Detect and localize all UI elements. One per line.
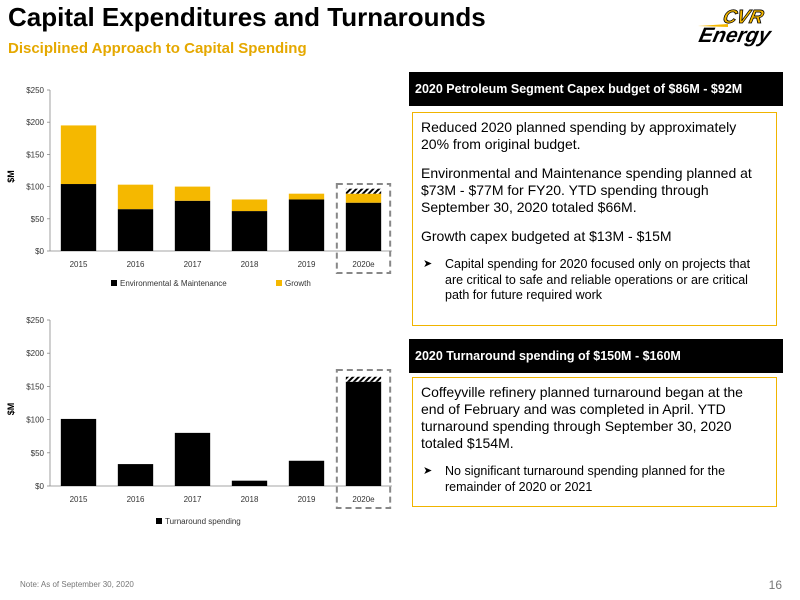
page-number: 16 xyxy=(768,578,782,592)
x-tick-label: 2015 xyxy=(70,495,88,504)
x-tick-label: 2019 xyxy=(298,260,316,269)
y-axis-label: $M xyxy=(6,170,16,183)
capex-bullet-text: Capital spending for 2020 focused only o… xyxy=(445,257,751,302)
y-tick-label: $200 xyxy=(26,118,44,127)
y-tick-label: $50 xyxy=(31,215,45,224)
capex-panel: Reduced 2020 planned spending by approxi… xyxy=(412,112,777,326)
turnaround-bullet: ➤ No significant turnaround spending pla… xyxy=(421,464,768,495)
legend-swatch xyxy=(111,280,117,286)
bar-environmental-maintenance xyxy=(345,202,382,251)
y-axis-label: $M xyxy=(6,403,16,416)
capex-bullet: ➤ Capital spending for 2020 focused only… xyxy=(421,257,768,304)
svg-text:CVR: CVR xyxy=(721,7,766,28)
footnote: Note: As of September 30, 2020 xyxy=(20,580,134,589)
y-tick-label: $100 xyxy=(26,416,44,425)
turnaround-panel-header: 2020 Turnaround spending of $150M - $160… xyxy=(409,339,783,373)
turnaround-bullet-text: No significant turnaround spending plann… xyxy=(445,464,726,494)
x-tick-label: 2020e xyxy=(352,260,375,269)
bar-turnaround xyxy=(60,418,97,486)
capex-paragraph: Growth capex budgeted at $13M - $15M xyxy=(421,228,672,244)
bar-range-hatch xyxy=(345,376,382,382)
y-tick-label: $250 xyxy=(26,86,44,95)
bar-turnaround xyxy=(345,381,382,486)
legend-swatch xyxy=(156,518,162,524)
bar-turnaround xyxy=(231,480,268,486)
page-subtitle: Disciplined Approach to Capital Spending xyxy=(8,40,307,57)
arrow-bullet-icon: ➤ xyxy=(423,465,433,477)
y-tick-label: $150 xyxy=(26,382,44,391)
bar-growth xyxy=(345,193,382,203)
x-tick-label: 2017 xyxy=(184,260,202,269)
y-tick-label: $50 xyxy=(31,449,45,458)
highlight-box xyxy=(335,183,392,274)
bar-environmental-maintenance xyxy=(288,199,325,251)
y-tick-label: $150 xyxy=(26,150,44,159)
bar-growth xyxy=(288,193,325,200)
legend-swatch xyxy=(276,280,282,286)
bar-environmental-maintenance xyxy=(231,211,268,251)
bar-environmental-maintenance xyxy=(174,200,211,251)
x-tick-label: 2019 xyxy=(298,495,316,504)
turnaround-paragraph: Coffeyville refinery planned turnaround … xyxy=(421,384,743,451)
svg-text:Energy: Energy xyxy=(697,24,774,47)
y-tick-label: $250 xyxy=(26,316,44,325)
y-tick-label: $0 xyxy=(35,482,44,491)
bar-growth xyxy=(60,125,97,185)
capex-paragraph: Environmental and Maintenance spending p… xyxy=(421,165,752,215)
legend-label: Environmental & Maintenance xyxy=(120,279,227,288)
bar-growth xyxy=(231,199,268,212)
y-tick-label: $200 xyxy=(26,349,44,358)
page-title: Capital Expenditures and Turnarounds xyxy=(8,2,486,32)
legend-label: Turnaround spending xyxy=(165,517,241,526)
bar-environmental-maintenance xyxy=(117,209,154,251)
x-tick-label: 2016 xyxy=(127,260,145,269)
x-tick-label: 2018 xyxy=(241,495,259,504)
x-tick-label: 2018 xyxy=(241,260,259,269)
capex-chart: $0 $50 $100 $150 $200 $250 $M 2015 2016 2017 2018 2… xyxy=(6,86,392,288)
bar-growth xyxy=(117,184,154,210)
x-tick-label: 2017 xyxy=(184,495,202,504)
y-tick-label: $0 xyxy=(35,247,44,256)
cvr-energy-logo: CVR Energy xyxy=(697,7,774,47)
capex-panel-header: 2020 Petroleum Segment Capex budget of $… xyxy=(409,72,783,106)
bar-range-hatch xyxy=(345,188,382,194)
bar-environmental-maintenance xyxy=(60,184,97,251)
bar-turnaround xyxy=(117,464,154,486)
arrow-bullet-icon: ➤ xyxy=(423,258,433,270)
bar-turnaround xyxy=(174,432,211,486)
turnaround-panel: Coffeyville refinery planned turnaround … xyxy=(412,377,777,507)
legend-label: Growth xyxy=(285,279,311,288)
turnaround-chart: $0 $50 $100 $150 $200 $250 $M 2015 2016 2017 2018 2… xyxy=(6,316,392,526)
highlight-box xyxy=(335,369,392,509)
capex-paragraph: Reduced 2020 planned spending by approxi… xyxy=(421,119,737,152)
x-tick-label: 2016 xyxy=(127,495,145,504)
bar-turnaround xyxy=(288,460,325,486)
x-tick-label: 2015 xyxy=(70,260,88,269)
y-tick-label: $100 xyxy=(26,183,44,192)
bar-growth xyxy=(174,186,211,201)
x-tick-label: 2020e xyxy=(352,495,375,504)
